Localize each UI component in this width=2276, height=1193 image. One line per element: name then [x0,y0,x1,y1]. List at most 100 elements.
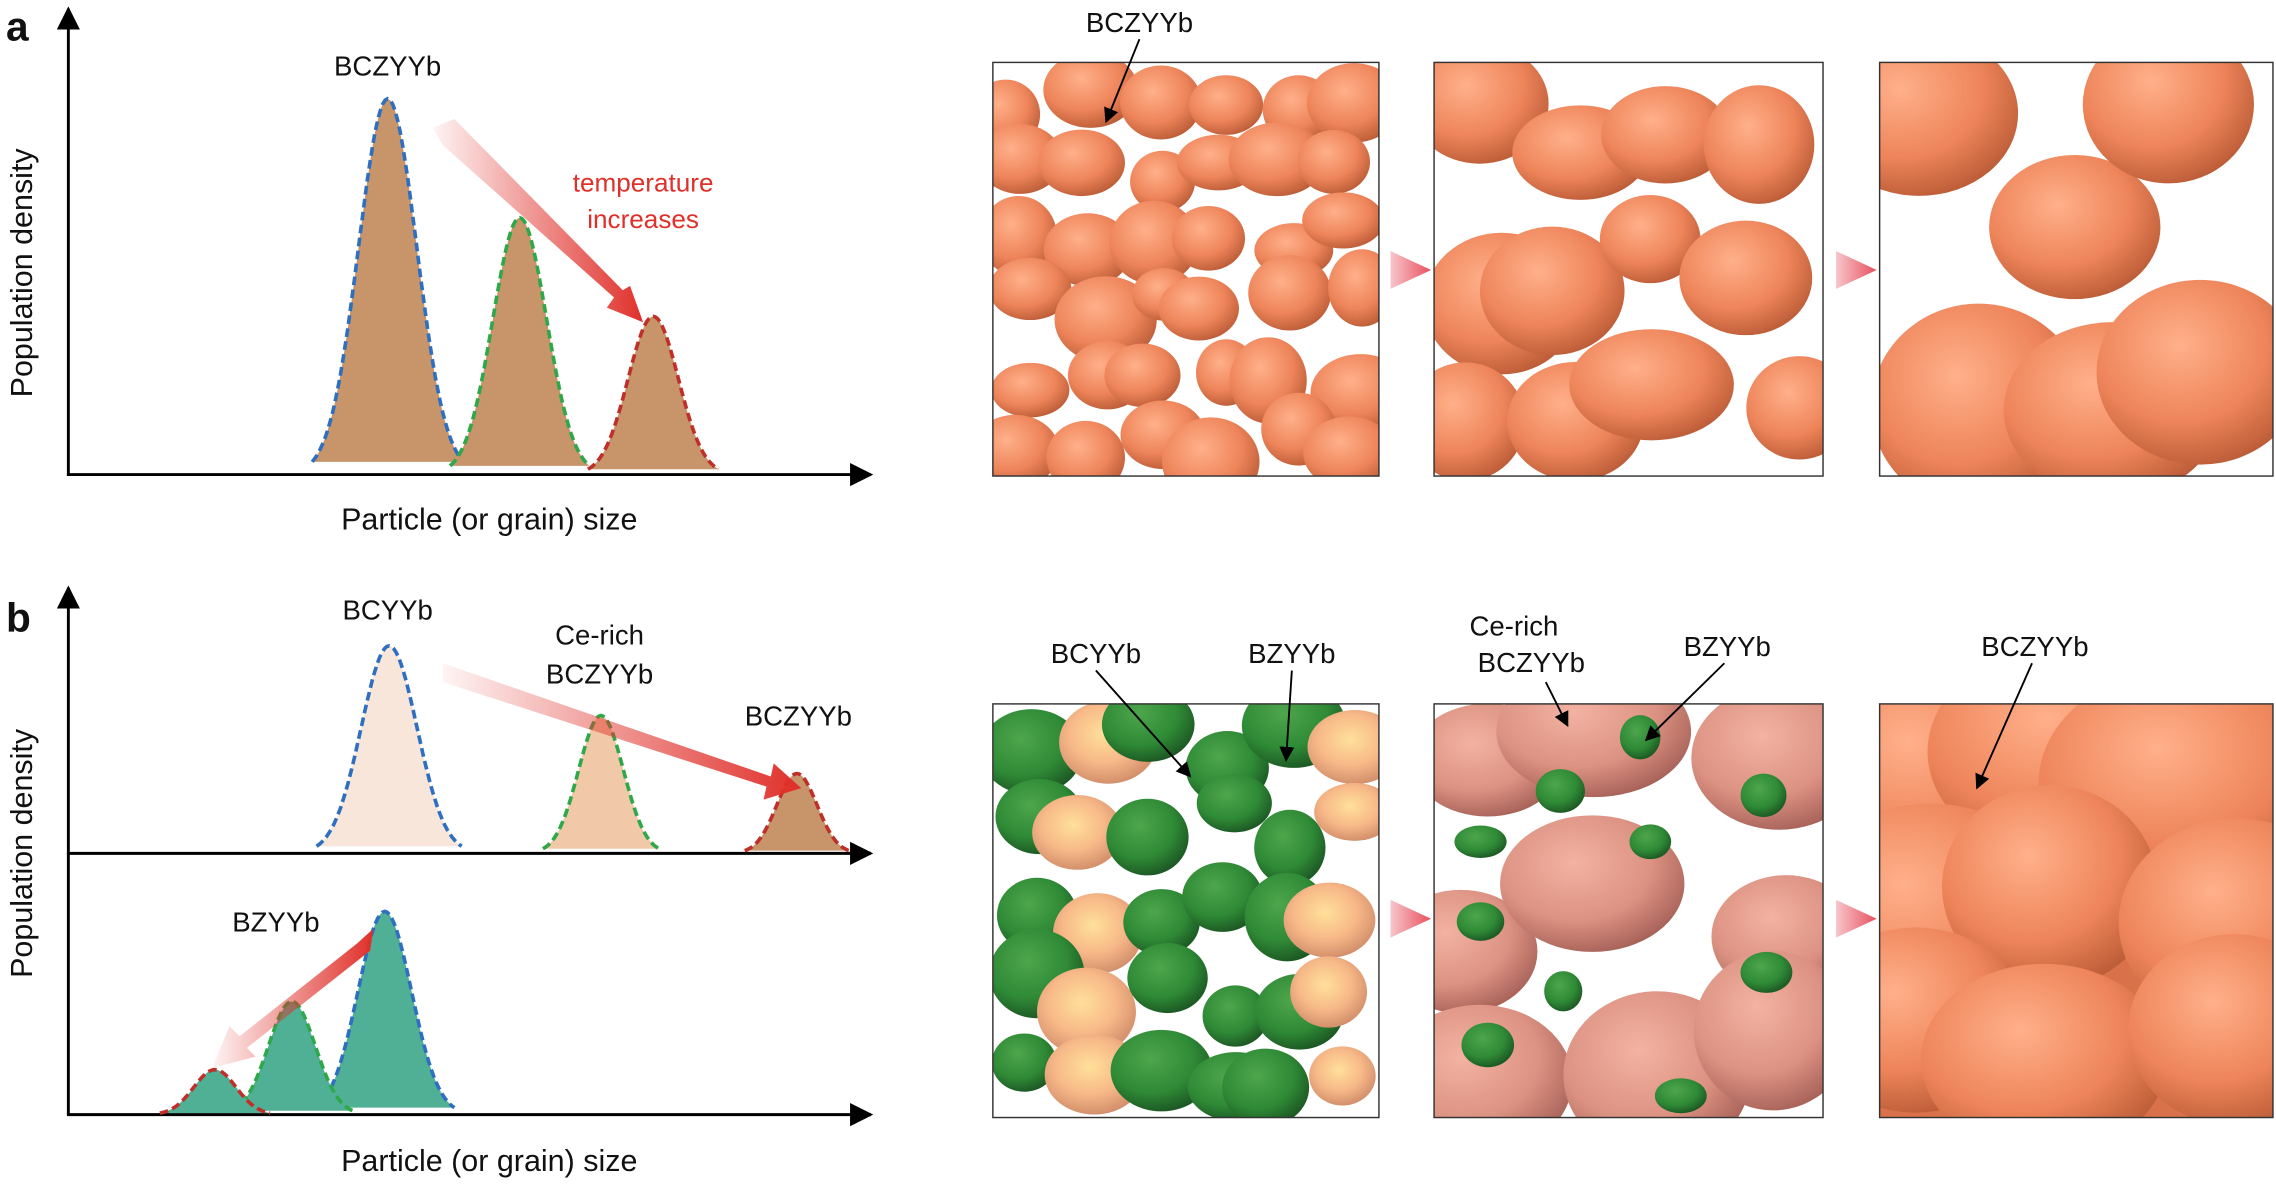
particle [1036,967,1136,1056]
image-label: BCZYYb [1981,631,2088,662]
particle [1989,155,2161,300]
particle [992,362,1070,418]
distribution-curves [159,96,850,1115]
particle [1158,276,1239,341]
peak-outline [314,909,456,1110]
peak-outline [448,215,591,468]
particle [1629,824,1672,860]
image-label: BZYYb [1684,631,1771,662]
particle [1544,971,1583,1012]
peak-outline [542,713,661,851]
particle [1302,192,1379,249]
particle [1202,985,1269,1047]
particle [1127,943,1208,1014]
panel-label: a [6,4,29,50]
particle [1196,774,1272,833]
particle [1569,329,1734,441]
trend-arrow [212,928,374,1069]
particle [1691,703,1824,830]
particle [1228,122,1326,197]
peak-outline [159,1067,271,1115]
peak-fill [744,773,850,851]
image-frame [1433,703,1824,1119]
particle [1110,1029,1213,1112]
particle [2082,62,2254,184]
y-axis-label: Population density [5,728,39,978]
particle [992,195,1057,277]
particle [1290,956,1368,1028]
particle [1101,703,1195,762]
image-label: Ce-rich [1469,611,1558,642]
peak-fill [450,217,590,466]
particle [1254,809,1326,886]
particle [1054,276,1157,364]
pointer-arrows [1095,38,2033,790]
arrow-label: increases [587,204,699,234]
particle [1046,420,1125,477]
image-label: BCZYYb [1086,7,1193,38]
particle [1456,902,1505,941]
particle [1703,85,1815,204]
particle [992,709,1083,795]
peak-label: Ce-rich [555,619,644,650]
x-axis-label: Particle (or grain) size [341,1144,637,1178]
peak-fill [315,911,455,1108]
particle-image [992,62,1379,477]
peak-fill [230,1001,353,1111]
image-frame [1878,61,2274,477]
particle [1942,785,2158,989]
particle [1306,63,1379,143]
particle [992,257,1072,321]
peak-fill [312,98,464,462]
step-arrows [1390,251,1877,938]
particle [1171,206,1246,271]
image-label: BCZYYb [1478,647,1585,678]
peak-fill [587,316,719,470]
particle [1248,255,1332,331]
particle [1297,130,1371,194]
peak-label: BCYYb [342,595,432,626]
particle [992,1033,1057,1092]
particle-image [1434,703,1824,1118]
particle [1740,951,1793,993]
particle [1222,1048,1310,1118]
particle [1182,862,1263,932]
particle-image [1879,703,2273,1118]
image-frame [992,61,1380,477]
trend-arrow [442,663,802,800]
particle [1188,75,1264,135]
peak-label: BCZYYb [546,659,653,690]
particle [1104,343,1181,408]
particle [1043,213,1132,287]
particle [1535,769,1585,813]
peak-outline [310,96,465,463]
peak-fill [542,715,660,849]
particle [1693,951,1824,1111]
particle [1601,86,1730,184]
microstructure-images [992,61,2274,1119]
particle [1434,362,1526,477]
peak-outline [315,643,463,848]
peak-outline [587,314,720,471]
particle [1679,220,1813,336]
particle [1461,1022,1515,1068]
peak-label: BCZYYb [745,701,852,732]
particle [1120,65,1202,140]
particle [1746,356,1824,460]
image-label: BCYYb [1051,638,1141,669]
x-axis-label: Particle (or grain) size [341,503,637,537]
peak-label: BCZYYb [334,50,441,81]
particle [1328,249,1379,327]
trend-arrow [432,119,644,323]
peak-fill [316,645,462,847]
peak-outline [230,999,354,1113]
particle [1879,62,2019,196]
particle-image [992,703,1379,1118]
axes [56,6,874,1127]
particle [1454,825,1507,859]
particle [1162,417,1260,477]
particle [992,414,1060,477]
particle [1599,195,1701,284]
particle [1123,889,1200,956]
